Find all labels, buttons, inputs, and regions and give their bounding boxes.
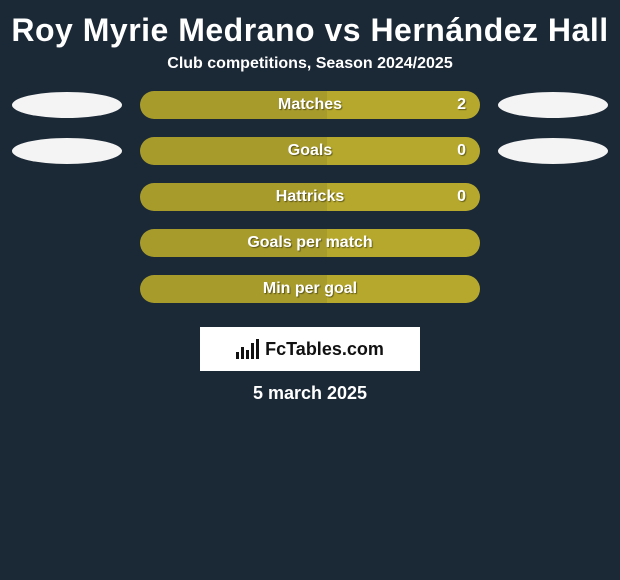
stat-bar: Min per goal	[140, 275, 480, 303]
stat-value: 0	[457, 142, 466, 160]
page-title: Roy Myrie Medrano vs Hernández Hall	[0, 0, 620, 55]
stat-value: 2	[457, 96, 466, 114]
stat-row: Goals 0	[4, 137, 616, 165]
stat-bar: Matches 2	[140, 91, 480, 119]
date-line: 5 march 2025	[0, 383, 620, 404]
stat-bar: Goals per match	[140, 229, 480, 257]
stat-label: Min per goal	[263, 280, 357, 298]
logo-text: FcTables.com	[265, 339, 384, 360]
stat-label: Matches	[278, 96, 342, 114]
stat-label: Hattricks	[276, 188, 344, 206]
stat-row: Min per goal	[4, 275, 616, 303]
stats-container: Matches 2 Goals 0 Hattricks 0 Goals per match M…	[0, 91, 620, 303]
left-ellipse	[12, 92, 122, 118]
stat-bar: Hattricks 0	[140, 183, 480, 211]
stat-label: Goals	[288, 142, 332, 160]
right-ellipse	[498, 92, 608, 118]
stat-bar: Goals 0	[140, 137, 480, 165]
logo-box[interactable]: FcTables.com	[200, 327, 420, 371]
left-ellipse	[12, 138, 122, 164]
stat-label: Goals per match	[247, 234, 372, 252]
stat-row: Hattricks 0	[4, 183, 616, 211]
bar-chart-icon	[236, 339, 259, 359]
stat-value: 0	[457, 188, 466, 206]
stat-row: Matches 2	[4, 91, 616, 119]
subtitle: Club competitions, Season 2024/2025	[0, 55, 620, 91]
stat-row: Goals per match	[4, 229, 616, 257]
right-ellipse	[498, 138, 608, 164]
